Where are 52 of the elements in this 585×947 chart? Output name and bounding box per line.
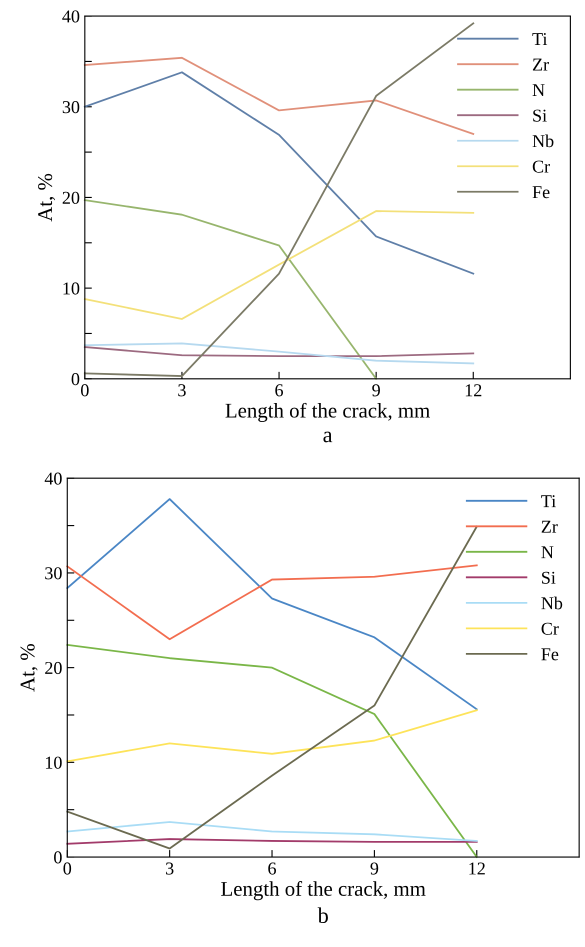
legend-label: N	[541, 546, 554, 558]
y-axis-title: At, %	[38, 174, 56, 222]
line-series	[84, 199, 378, 380]
line-series	[84, 342, 474, 364]
x-tick-label: 9	[370, 862, 378, 875]
legend-label: Si	[542, 572, 556, 584]
x-tick-label: 6	[268, 862, 276, 875]
line-series	[66, 709, 478, 762]
y-tick-label: 40	[62, 10, 80, 23]
line-series	[84, 210, 474, 320]
x-axis-title: Length of the crack, mm	[226, 402, 430, 422]
y-tick-label: 20	[62, 192, 80, 204]
y-axis-title: At, %	[20, 644, 38, 692]
line-series	[66, 821, 478, 842]
y-tick-label: 0	[72, 373, 80, 386]
x-tick-label: 12	[469, 862, 485, 874]
x-tick-label: 9	[372, 384, 380, 396]
line-series	[84, 346, 474, 358]
line-series	[66, 564, 478, 640]
y-tick-label: 0	[54, 851, 62, 864]
x-axis-title: Length of the crack, mm	[221, 881, 426, 900]
legend-label: Ti	[541, 495, 556, 508]
y-tick-label: 30	[45, 567, 62, 580]
x-tick-label: 6	[275, 384, 284, 396]
legend-label: Zr	[542, 520, 558, 533]
text: b	[318, 907, 328, 924]
y-tick-label: 30	[62, 101, 80, 114]
y-tick-label: 10	[46, 756, 62, 769]
legend-label: Zr	[532, 58, 549, 70]
y-tick-label: 20	[45, 662, 62, 674]
legend-label: Nb	[532, 134, 554, 148]
legend-label: Ti	[532, 33, 548, 45]
text: a	[323, 432, 332, 442]
line-series	[84, 56, 474, 135]
line-series	[84, 22, 474, 377]
x-tick-label: 12	[466, 384, 482, 396]
x-tick-label: 3	[178, 384, 186, 396]
legend-label: Cr	[532, 160, 550, 173]
legend-label: Si	[533, 110, 547, 122]
line-series	[66, 498, 478, 710]
y-tick-label: 40	[44, 472, 62, 485]
line-series	[66, 644, 478, 858]
y-tick-label: 10	[63, 282, 80, 295]
legend-label: Fe	[541, 648, 558, 660]
line-series	[66, 526, 478, 850]
x-tick-label: 3	[166, 862, 174, 875]
line-series	[84, 71, 474, 275]
legend-label: Fe	[532, 186, 550, 198]
legend-label: Nb	[541, 596, 562, 610]
x-tick-label: 0	[81, 384, 89, 396]
legend-label: N	[532, 84, 545, 96]
legend-label: Cr	[542, 622, 559, 635]
